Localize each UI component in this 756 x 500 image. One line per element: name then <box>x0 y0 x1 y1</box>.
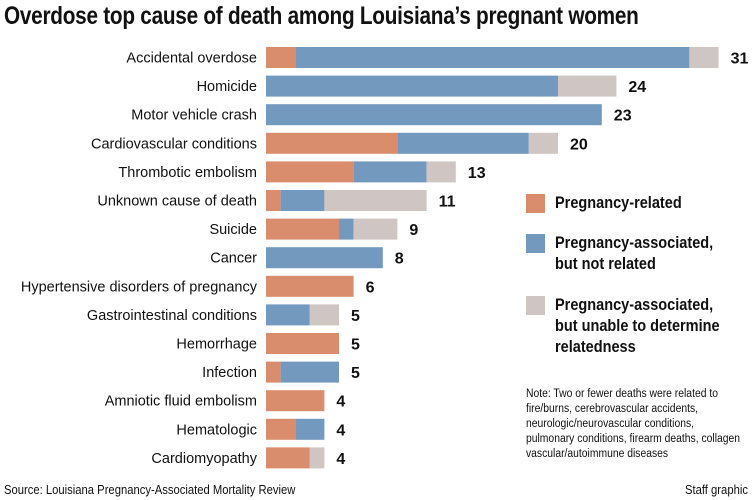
bar-segment <box>266 333 339 354</box>
bar-segment <box>689 47 719 68</box>
bar-segment <box>528 132 558 154</box>
category-label: Amniotic fluid embolism <box>105 394 257 410</box>
total-label: 24 <box>628 79 646 96</box>
bar-segment <box>353 218 398 240</box>
legend-label: Pregnancy-related <box>555 194 682 212</box>
bar-segment <box>266 104 602 126</box>
category-label: Hematologic <box>176 422 257 438</box>
source-line: Source: Louisiana Pregnancy-Associated M… <box>4 483 296 497</box>
legend-swatch <box>526 296 545 315</box>
bar-segment <box>353 161 427 183</box>
bar-segment <box>426 161 456 183</box>
bar-segment <box>266 47 296 68</box>
bar-segment <box>266 275 354 297</box>
bar-segment <box>295 418 325 440</box>
legend-swatch <box>526 234 545 253</box>
total-label: 23 <box>614 108 632 125</box>
bar-segment <box>266 75 558 97</box>
bar-segment <box>266 218 339 240</box>
category-label: Cancer <box>210 251 257 267</box>
footnote: Note: Two or fewer deaths were related t… <box>526 388 741 460</box>
bar-segment <box>280 190 325 211</box>
credit-line: Staff graphic <box>685 483 748 497</box>
category-label: Homicide <box>197 79 257 95</box>
total-label: 9 <box>409 222 418 239</box>
total-label: 31 <box>731 51 749 68</box>
category-label: Motor vehicle crash <box>131 108 257 124</box>
legend-item-pregnancy-related: Pregnancy-related <box>526 193 699 214</box>
bar-segment <box>266 247 383 269</box>
legend-label: but not related <box>555 255 656 273</box>
bar-segment <box>324 190 427 211</box>
bar-segment <box>280 361 339 383</box>
category-label: Suicide <box>209 222 257 238</box>
category-label: Cardiomyopathy <box>151 451 257 467</box>
total-label: 4 <box>336 422 345 439</box>
total-label: 5 <box>351 337 360 354</box>
category-label: Accidental overdose <box>126 51 257 67</box>
total-label: 11 <box>439 194 456 211</box>
bar-segment <box>295 47 690 68</box>
legend-swatch <box>526 194 545 213</box>
total-label: 6 <box>366 279 375 296</box>
category-label: Gastrointestinal conditions <box>87 308 257 324</box>
total-label: 20 <box>570 136 588 153</box>
bar-segment <box>266 132 398 154</box>
bar-segment <box>558 75 617 97</box>
legend-item-pregnancy-associated-not-related: Pregnancy-associated, but not related <box>526 233 735 275</box>
total-label: 5 <box>351 365 360 382</box>
bar-segment <box>266 161 354 183</box>
total-label: 5 <box>351 308 360 325</box>
chart-title: Overdose top cause of death among Louisi… <box>4 2 639 30</box>
category-label: Hypertensive disorders of pregnancy <box>21 279 258 295</box>
total-label: 8 <box>395 251 404 268</box>
bar-segment <box>266 418 296 440</box>
category-label: Unknown cause of death <box>97 194 257 210</box>
bar-segment <box>266 361 281 383</box>
category-label: Thrombotic embolism <box>118 165 257 181</box>
bar-segment <box>266 390 325 412</box>
bar-segment <box>266 190 281 211</box>
bar-segment <box>266 304 310 326</box>
bar-segment <box>266 447 310 469</box>
bar-segment <box>339 218 354 240</box>
bar-segment <box>397 132 529 154</box>
category-label: Hemorrhage <box>176 337 257 353</box>
legend-label: relatedness <box>555 338 636 356</box>
total-label: 4 <box>336 451 345 468</box>
total-label: 13 <box>468 165 486 182</box>
bar-segment <box>309 447 325 469</box>
legend-label: Pregnancy-associated, <box>555 234 714 252</box>
legend-label: Pregnancy-associated, <box>555 296 714 314</box>
category-label: Cardiovascular conditions <box>91 136 257 152</box>
legend-label: but unable to determine <box>555 317 720 335</box>
category-label: Infection <box>202 365 257 381</box>
legend-item-unable-to-determine: Pregnancy-associated, but unable to dete… <box>526 295 742 358</box>
bar-segment <box>309 304 339 326</box>
total-label: 4 <box>336 394 345 411</box>
